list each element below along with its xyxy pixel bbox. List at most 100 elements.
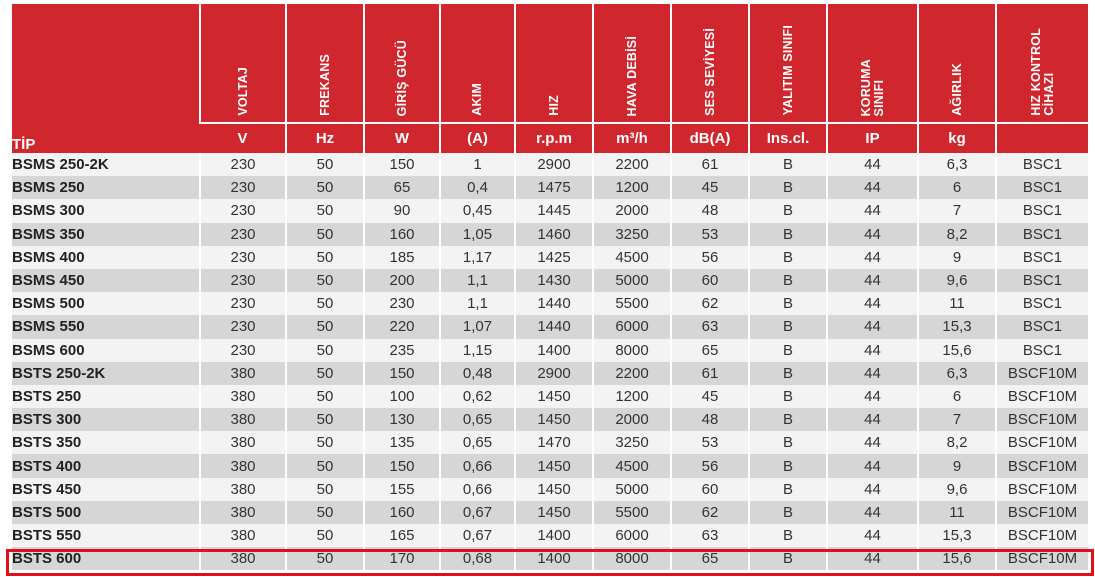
model-name-cell: BSMS 250 (12, 176, 200, 200)
column-header-voltage: VOLTAJ (199, 4, 286, 123)
table-cell: 15,6 (917, 547, 996, 571)
table-cell: 1470 (514, 431, 593, 455)
table-row: BSMS 350 230 50 160 1,05 1460 3250 53 B 44 8,2 BSC1 (12, 222, 1088, 246)
table-cell: 50 (285, 500, 364, 524)
table-cell: 2000 (592, 408, 671, 432)
model-name-cell: BSTS 250-2K (12, 361, 200, 385)
model-name-cell: BSTS 450 (12, 477, 200, 501)
unit-current: (A) (439, 122, 515, 153)
table-cell: 230 (199, 338, 286, 362)
table-cell: B (748, 315, 827, 339)
table-cell: 380 (199, 384, 286, 409)
table-cell: 50 (285, 268, 364, 293)
table-cell: 44 (826, 199, 918, 223)
table-cell: 50 (285, 524, 364, 548)
table-cell: 90 (363, 199, 440, 223)
table-cell: 0,66 (439, 477, 515, 501)
table-cell: 50 (285, 153, 364, 177)
table-cell: B (748, 292, 827, 316)
table-cell: 65 (670, 338, 749, 362)
table-cell: 44 (826, 547, 918, 571)
table-cell: 2000 (592, 199, 671, 223)
table-row: BSMS 400 230 50 185 1,17 1425 4500 56 B 44 9 BSC1 (12, 245, 1088, 269)
table-cell: 56 (670, 245, 749, 269)
table-cell: 65 (363, 176, 440, 200)
table-cell: BSCF10M (995, 477, 1088, 501)
model-name-cell: BSMS 450 (12, 268, 200, 293)
model-name-cell: BSMS 400 (12, 245, 200, 269)
table-cell: 2200 (592, 361, 671, 385)
table-cell: 1450 (514, 500, 593, 524)
table-cell: 63 (670, 315, 749, 339)
table-cell: 44 (826, 153, 918, 177)
table-cell: B (748, 547, 827, 571)
table-cell: 165 (363, 524, 440, 548)
table-cell: 100 (363, 384, 440, 409)
table-cell: 61 (670, 361, 749, 385)
table-cell: 1,1 (439, 268, 515, 293)
table-cell: 45 (670, 384, 749, 409)
table-cell: 60 (670, 477, 749, 501)
table-row: BSMS 600 230 50 235 1,15 1400 8000 65 B 44 15,6 BSC… (12, 338, 1088, 362)
table-row: BSTS 550 380 50 165 0,67 1400 6000 63 B 44 15,3 BSC… (12, 524, 1088, 548)
model-name-cell: BSTS 550 (12, 524, 200, 548)
unit-sound-level: dB(A) (670, 122, 749, 153)
table-cell: 230 (199, 245, 286, 269)
table-cell: 6,3 (917, 153, 996, 177)
table-cell: 1,05 (439, 222, 515, 246)
table-cell: 9,6 (917, 268, 996, 293)
table-cell: 44 (826, 500, 918, 524)
table-cell: 44 (826, 245, 918, 269)
unit-frequency: Hz (285, 122, 364, 153)
table-cell: BSCF10M (995, 500, 1088, 524)
table-cell: 5000 (592, 268, 671, 293)
table-cell: 1,15 (439, 338, 515, 362)
table-cell: 50 (285, 454, 364, 478)
table-cell: 230 (199, 153, 286, 177)
table-cell: 380 (199, 524, 286, 548)
table-cell: 44 (826, 431, 918, 455)
table-cell: BSC1 (995, 199, 1088, 223)
table-cell: 44 (826, 315, 918, 339)
model-name-cell: BSMS 350 (12, 222, 200, 246)
table-cell: 0,65 (439, 431, 515, 455)
table-cell: 50 (285, 547, 364, 571)
table-cell: 1430 (514, 268, 593, 293)
table-row: BSTS 300 380 50 130 0,65 1450 2000 48 B 44 7 BSCF10… (12, 408, 1088, 432)
table-cell: B (748, 500, 827, 524)
column-header-sound-level: SES SEVİYESİ (670, 4, 749, 123)
table-cell: 220 (363, 315, 440, 339)
model-name-cell: BSMS 550 (12, 315, 200, 339)
table-cell: 135 (363, 431, 440, 455)
table-row: BSTS 400 380 50 150 0,66 1450 4500 56 B 44 9 BSCF10… (12, 454, 1088, 478)
table-cell: 380 (199, 477, 286, 501)
table-cell: 1,17 (439, 245, 515, 269)
table-cell: 62 (670, 292, 749, 316)
table-cell: 160 (363, 500, 440, 524)
table-cell: 63 (670, 524, 749, 548)
table-row: BSMS 500 230 50 230 1,1 1440 5500 62 B 44 11 BSC1 (12, 292, 1088, 316)
unit-weight: kg (917, 122, 996, 153)
table-cell: 50 (285, 222, 364, 246)
table-cell: 230 (199, 268, 286, 293)
table-cell: 1450 (514, 408, 593, 432)
table-row: BSMS 450 230 50 200 1,1 1430 5000 60 B 44 9,6 BSC1 (12, 268, 1088, 293)
table-cell: 6 (917, 384, 996, 409)
table-cell: 8,2 (917, 431, 996, 455)
table-cell: 160 (363, 222, 440, 246)
unit-speed: r.p.m (514, 122, 593, 153)
table-cell: BSC1 (995, 245, 1088, 269)
column-header-current: AKIM (439, 4, 515, 123)
table-cell: 5000 (592, 477, 671, 501)
table-cell: 48 (670, 408, 749, 432)
table-cell: 6 (917, 176, 996, 200)
table-cell: 185 (363, 245, 440, 269)
table-cell: B (748, 338, 827, 362)
table-cell: B (748, 268, 827, 293)
table-cell: 1,1 (439, 292, 515, 316)
table-row: BSTS 600 380 50 170 0,68 1400 8000 65 B 44 15,6 BSC… (12, 547, 1088, 571)
table-cell: 15,3 (917, 315, 996, 339)
table-cell: 5500 (592, 500, 671, 524)
table-cell: 50 (285, 338, 364, 362)
table-cell: 0,67 (439, 524, 515, 548)
